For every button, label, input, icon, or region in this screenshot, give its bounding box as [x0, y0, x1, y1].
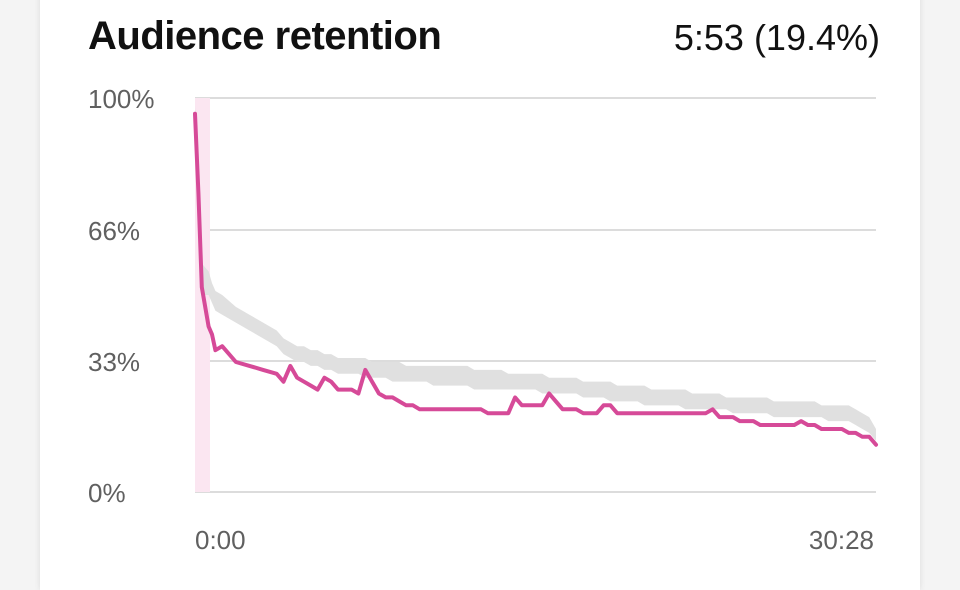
y-axis-labels: 100% 66% 33% 0%: [88, 84, 155, 508]
retention-summary: 5:53 (19.4%): [673, 17, 880, 58]
retention-chart[interactable]: 100% 66% 33% 0% 0:00 30:28: [0, 0, 960, 567]
y-tick-label: 0%: [88, 478, 126, 508]
retention-series: [193, 111, 878, 447]
typical-retention-band: [195, 98, 876, 492]
y-tick-label: 33%: [88, 347, 140, 377]
chart-title: Audience retention: [88, 14, 442, 58]
y-tick-label: 66%: [88, 216, 140, 246]
x-tick-label-start: 0:00: [195, 525, 246, 555]
gridlines: [195, 97, 876, 493]
y-tick-label: 100%: [88, 84, 155, 114]
x-tick-label-end: 30:28: [809, 525, 874, 555]
typical-band-area: [195, 105, 876, 441]
retention-line: [193, 111, 878, 447]
x-axis-labels: 0:00 30:28: [195, 525, 874, 555]
